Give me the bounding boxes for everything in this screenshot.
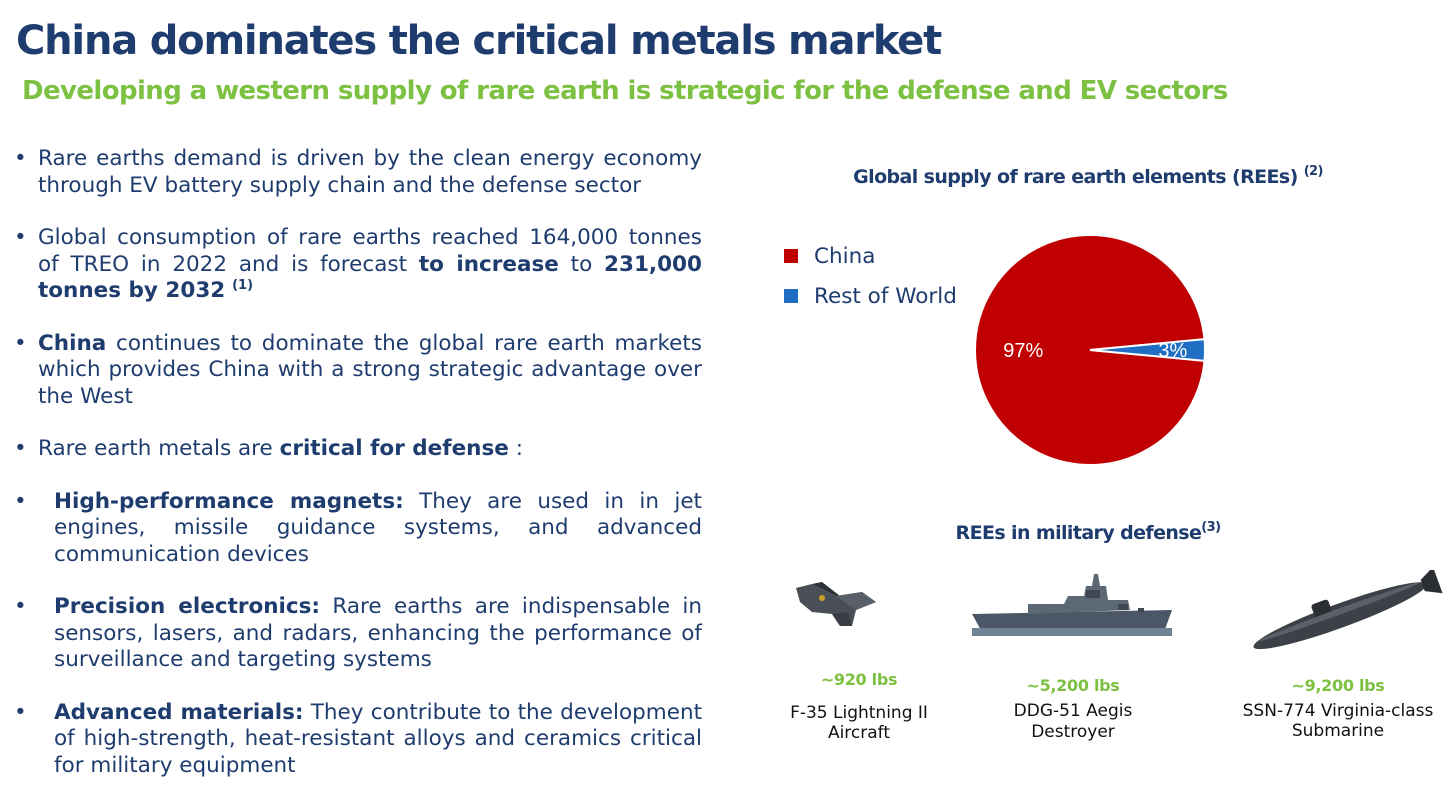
bullet-bold-text: critical for defense xyxy=(279,436,509,461)
bullet-china-dominance: • China continues to dominate the global… xyxy=(14,331,702,411)
bullet-bold-text: 231,000 tonnes by 2032 xyxy=(38,251,702,304)
equipment-name-line2: Destroyer xyxy=(1031,722,1115,742)
equipment-name-line2: Aircraft xyxy=(827,723,891,743)
bullet-critical-defense: • Rare earth metals are critical for def… xyxy=(14,436,702,463)
bullet-text: Global consumption of rare earths reache… xyxy=(38,225,702,277)
pie-slice-china xyxy=(974,234,1206,466)
bullet-electronics: • Precision electronics: Rare earths are… xyxy=(14,594,702,674)
pie-slice-rest-of-world xyxy=(1089,338,1207,362)
footnote-ref: (2) xyxy=(1303,164,1324,179)
bullet-text: Rare earth metals are xyxy=(38,436,280,461)
bullet-bold-text: Precision electronics: xyxy=(54,594,321,619)
equipment-name: DDG-51 Aegis xyxy=(1013,701,1133,721)
bullet-dot: • xyxy=(14,330,27,356)
footnote-ref: (3) xyxy=(1201,520,1221,535)
bullet-bold-text: Advanced materials: xyxy=(54,699,304,725)
pie-legend: China Rest of World xyxy=(784,236,957,316)
bullet-text: to xyxy=(558,251,605,277)
defense-title-text: REEs in military defense xyxy=(955,522,1202,544)
bullet-bold-text: High-performance magnets: xyxy=(54,488,404,514)
submarine-icon: ~9,200 lbs SSN-774 Virginia-class Submar… xyxy=(1220,566,1456,741)
page-subtitle: Developing a western supply of rare eart… xyxy=(22,76,1228,106)
defense-section-title: REEs in military defense(3) xyxy=(760,520,1416,544)
pie-label-rest-of-world: 3% xyxy=(1158,340,1187,362)
equipment-name: SSN-774 Virginia-class xyxy=(1242,701,1434,721)
legend-label-rest-of-world: Rest of World xyxy=(814,283,957,309)
equipment-f35: ~920 lbs F-35 Lightning II Aircraft xyxy=(754,570,964,743)
bullet-text: Rare earths demand is driven by the clea… xyxy=(38,146,702,198)
equipment-ssn774: ~9,200 lbs SSN-774 Virginia-class Submar… xyxy=(1220,566,1456,741)
bullet-text: Rare earths are indispensable in sensors… xyxy=(54,594,702,672)
bullet-dot: • xyxy=(14,146,27,171)
bullet-dot: • xyxy=(14,594,27,619)
destroyer-ship-icon: ~5,200 lbs DDG-51 Aegis Destroyer xyxy=(968,570,1178,742)
legend-swatch-china xyxy=(784,249,798,263)
bullet-demand-drivers: • Rare earths demand is driven by the cl… xyxy=(14,146,702,199)
bullet-text: They contribute to the development of hi… xyxy=(54,699,703,778)
page-title: China dominates the critical metals mark… xyxy=(16,18,942,64)
bullet-materials: • Advanced materials: They contribute to… xyxy=(14,700,702,780)
equipment-ddg51: ~5,200 lbs DDG-51 Aegis Destroyer xyxy=(968,570,1178,742)
footnote-ref: (1) xyxy=(232,278,254,293)
bullet-bold-text: China xyxy=(38,330,107,356)
bullet-list: • Rare earths demand is driven by the cl… xyxy=(14,146,702,779)
bullet-text: continues to dominate the global rare ea… xyxy=(38,330,702,409)
pie-chart-title: Global supply of rare earth elements (RE… xyxy=(760,164,1416,188)
bullet-global-consumption: • Global consumption of rare earths reac… xyxy=(14,225,702,305)
fighter-jet-icon: ~920 lbs F-35 Lightning II Aircraft xyxy=(754,570,964,743)
equipment-weight: ~5,200 lbs xyxy=(1026,676,1120,695)
equipment-name: F-35 Lightning II xyxy=(790,703,928,723)
bullet-text: : xyxy=(508,436,523,461)
bullet-text: They are used in in jet engines, missile… xyxy=(54,488,702,567)
bullet-magnets: • High-performance magnets: They are use… xyxy=(14,489,702,569)
bullet-dot: • xyxy=(14,436,27,461)
pie-chart: 97% 3% xyxy=(974,234,1207,466)
pie-label-china: 97% xyxy=(1003,340,1043,362)
equipment-weight: ~920 lbs xyxy=(820,670,898,689)
bullet-dot: • xyxy=(14,225,27,250)
equipment-weight: ~9,200 lbs xyxy=(1291,676,1385,695)
bullet-bold-text: to increase xyxy=(418,251,559,277)
bullet-dot: • xyxy=(14,699,27,725)
pie-chart-title-text: Global supply of rare earth elements (RE… xyxy=(853,166,1298,188)
legend-item-rest-of-world: Rest of World xyxy=(784,276,957,316)
equipment-name-line2: Submarine xyxy=(1291,721,1385,741)
legend-item-china: China xyxy=(784,236,957,276)
bullet-dot: • xyxy=(14,488,27,514)
legend-label-china: China xyxy=(814,243,876,269)
legend-swatch-rest-of-world xyxy=(784,289,798,303)
